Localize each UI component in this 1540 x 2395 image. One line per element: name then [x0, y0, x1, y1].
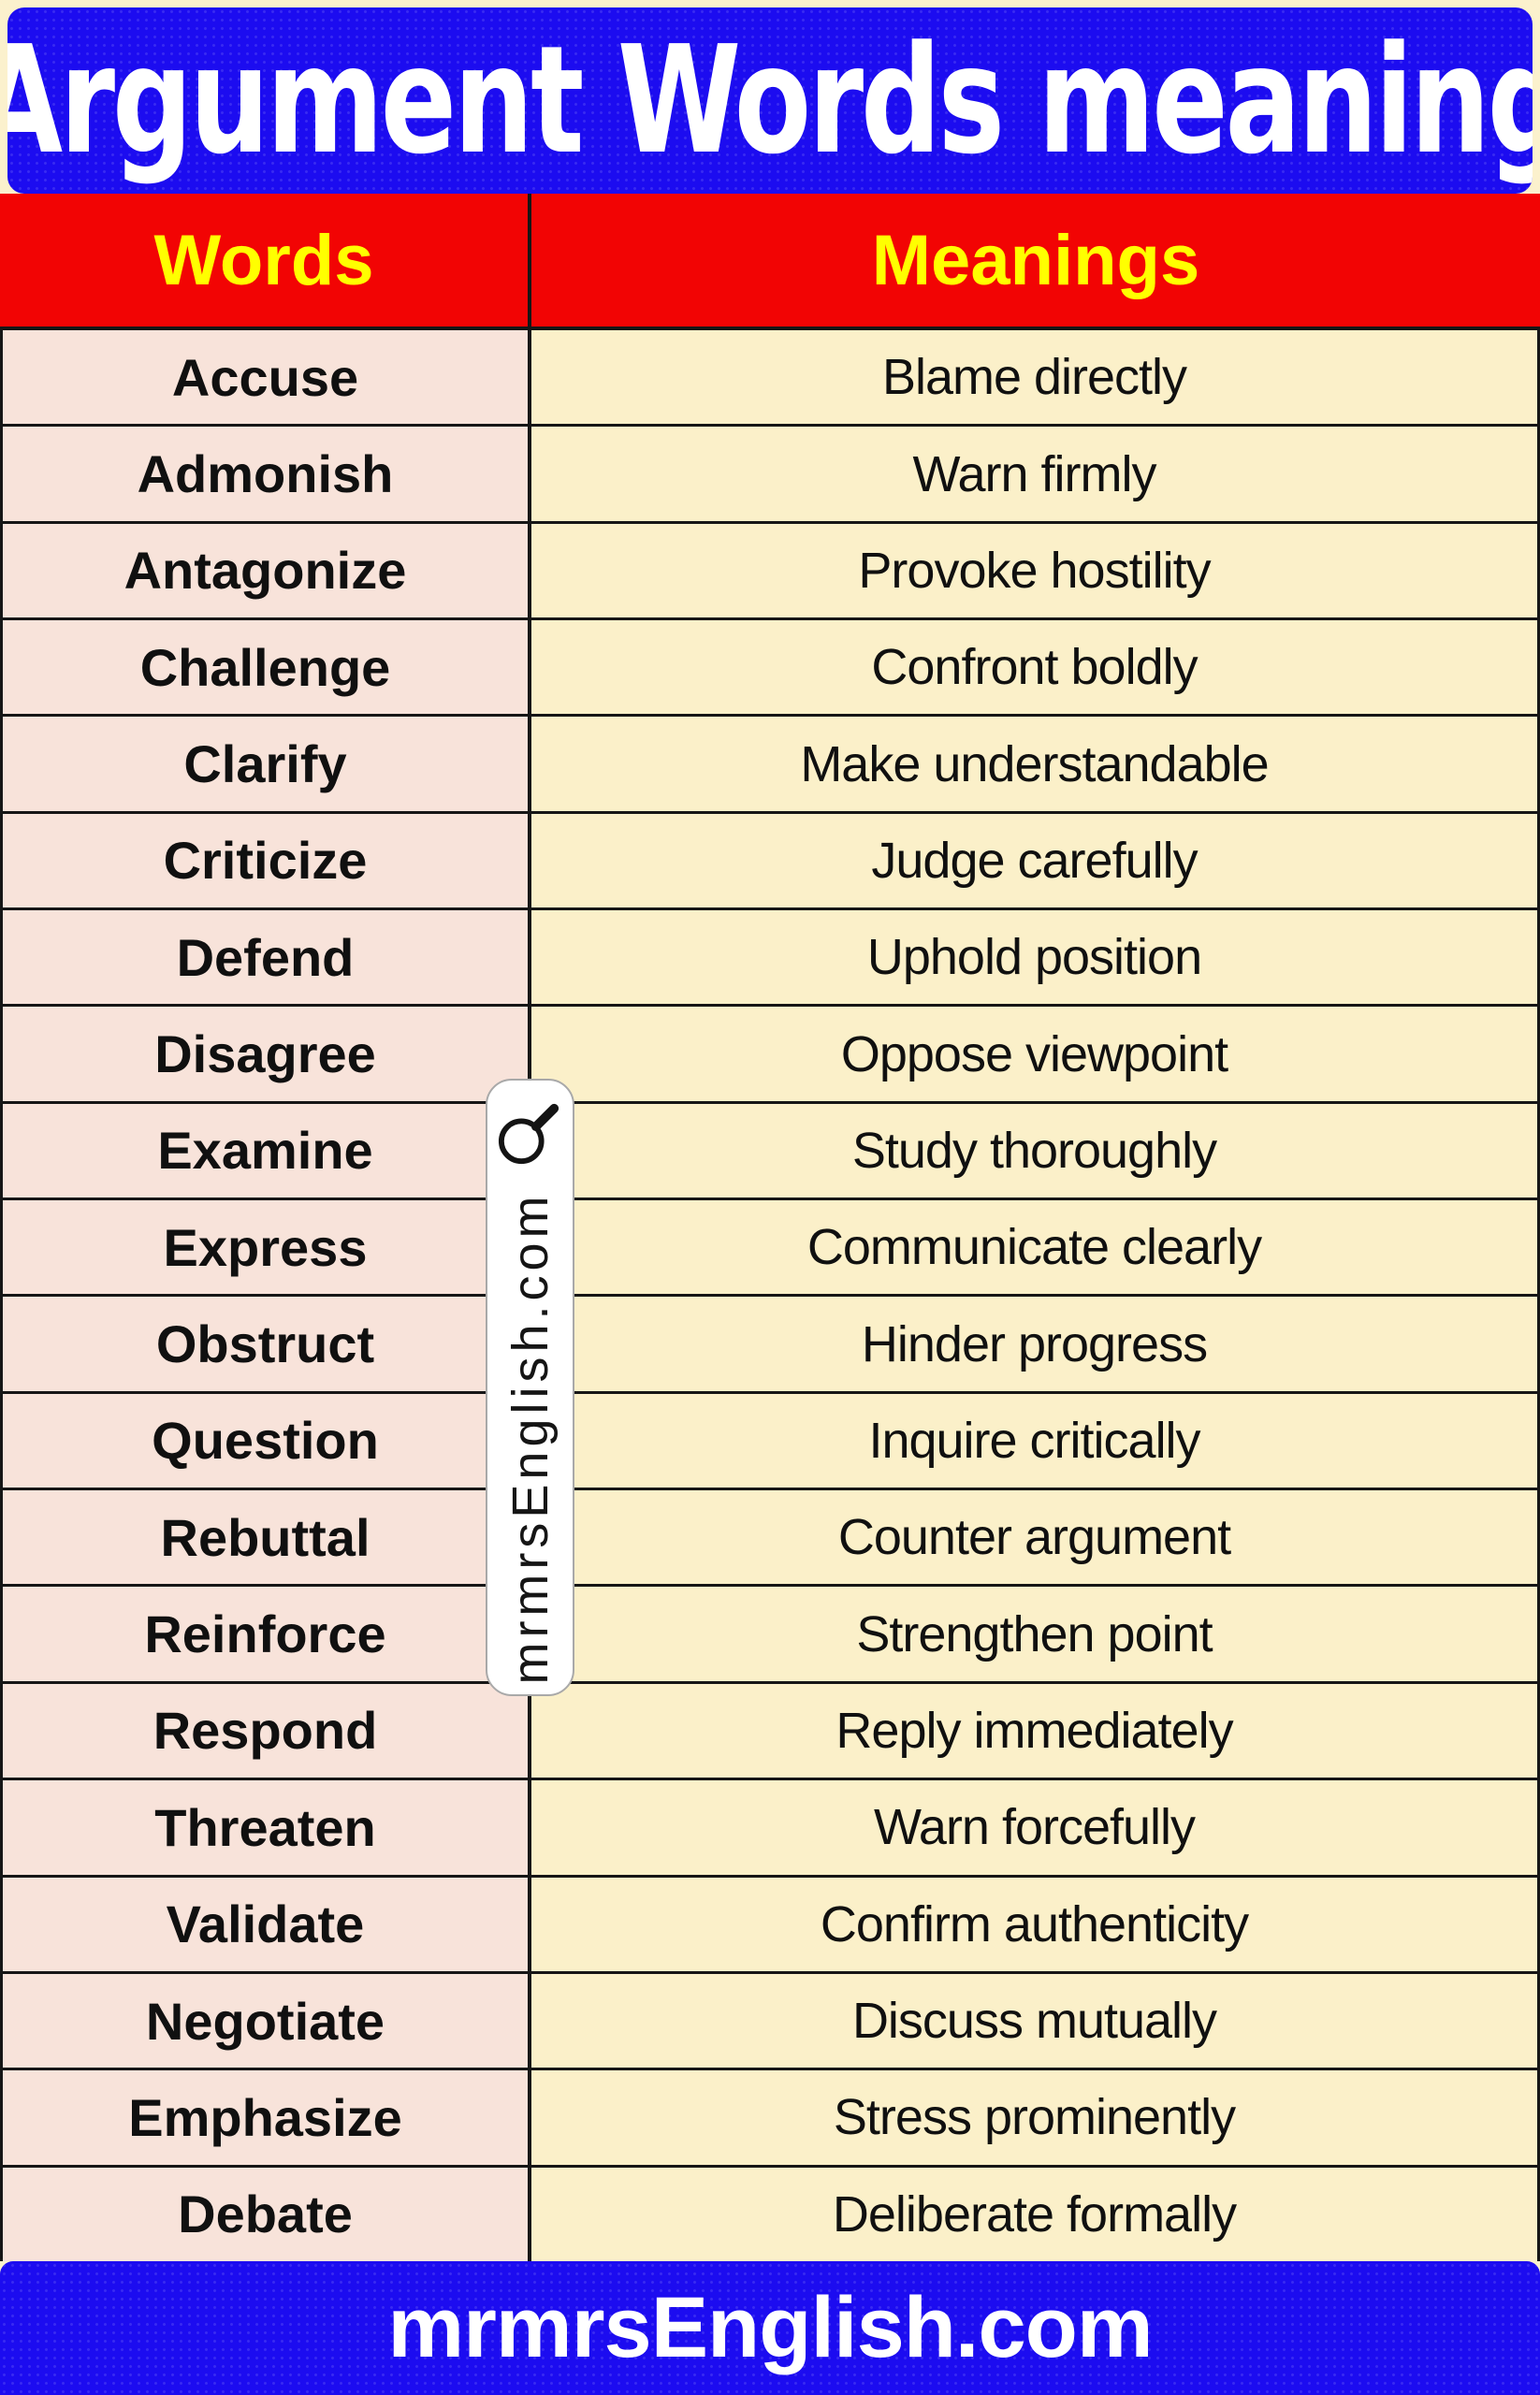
- meaning-cell: Make understandable: [531, 717, 1537, 811]
- meaning-cell: Communicate clearly: [531, 1200, 1537, 1295]
- watermark-text: mrmrsEnglish.com: [502, 1191, 559, 1685]
- table-row: Reinforce Strengthen point: [3, 1587, 1537, 1684]
- word-cell: Emphasize: [3, 2070, 531, 2165]
- word-cell: Criticize: [3, 813, 531, 908]
- meaning-cell: Counter argument: [531, 1490, 1537, 1585]
- meaning-cell: Stress prominently: [531, 2070, 1537, 2165]
- meaning-cell: Provoke hostility: [531, 523, 1537, 618]
- word-cell: Negotiate: [3, 1973, 531, 2068]
- footer-site-label: mrmrsEnglish.com: [387, 2280, 1153, 2375]
- table-row: Respond Reply immediately: [3, 1683, 1537, 1781]
- table-row: Defend Uphold position: [3, 910, 1537, 1008]
- footer-banner: mrmrsEnglish.com: [0, 2261, 1540, 2395]
- meaning-cell: Warn firmly: [531, 427, 1537, 521]
- words-column-header: Words: [0, 194, 531, 327]
- table-row: Threaten Warn forcefully: [3, 1780, 1537, 1878]
- magnifier-icon: [498, 1103, 559, 1165]
- table-header-row: Words Meanings: [0, 194, 1540, 330]
- word-cell: Validate: [3, 1877, 531, 1971]
- meaning-cell: Deliberate formally: [531, 2167, 1537, 2261]
- word-cell: Disagree: [3, 1007, 531, 1101]
- meaning-cell: Warn forcefully: [531, 1780, 1537, 1875]
- page-title: Argument Words meaning: [7, 14, 1533, 187]
- meaning-cell: Uphold position: [531, 910, 1537, 1005]
- meaning-cell: Oppose viewpoint: [531, 1007, 1537, 1101]
- table-row: Disagree Oppose viewpoint: [3, 1007, 1537, 1104]
- meaning-cell: Judge carefully: [531, 813, 1537, 908]
- meaning-cell: Inquire critically: [531, 1393, 1537, 1488]
- word-cell: Antagonize: [3, 523, 531, 618]
- table-row: Express Communicate clearly: [3, 1200, 1537, 1298]
- table-row: Negotiate Discuss mutually: [3, 1973, 1537, 2071]
- meaning-cell: Strengthen point: [531, 1587, 1537, 1681]
- watermark-badge: mrmrsEnglish.com: [486, 1079, 574, 1696]
- word-cell: Defend: [3, 910, 531, 1005]
- table-row: Rebuttal Counter argument: [3, 1490, 1537, 1588]
- meaning-cell: Reply immediately: [531, 1683, 1537, 1778]
- table-row: Examine Study thoroughly: [3, 1103, 1537, 1201]
- word-cell: Examine: [3, 1103, 531, 1198]
- meaning-cell: Confirm authenticity: [531, 1877, 1537, 1971]
- table-row: Challenge Confront boldly: [3, 620, 1537, 718]
- meaning-cell: Hinder progress: [531, 1297, 1537, 1391]
- table-row: Debate Deliberate formally: [3, 2167, 1537, 2261]
- table-row: Antagonize Provoke hostility: [3, 523, 1537, 621]
- word-cell: Respond: [3, 1683, 531, 1778]
- word-cell: Obstruct: [3, 1297, 531, 1391]
- meaning-cell: Confront boldly: [531, 620, 1537, 715]
- table-row: Clarify Make understandable: [3, 717, 1537, 814]
- meaning-cell: Discuss mutually: [531, 1973, 1537, 2068]
- table-row: Question Inquire critically: [3, 1393, 1537, 1491]
- table-row: Emphasize Stress prominently: [3, 2070, 1537, 2168]
- word-cell: Debate: [3, 2167, 531, 2261]
- word-cell: Express: [3, 1200, 531, 1295]
- title-banner: Argument Words meaning: [7, 7, 1533, 194]
- table-row: Validate Confirm authenticity: [3, 1877, 1537, 1974]
- table-row: Admonish Warn firmly: [3, 427, 1537, 524]
- word-cell: Reinforce: [3, 1587, 531, 1681]
- meaning-cell: Blame directly: [531, 330, 1537, 425]
- word-cell: Accuse: [3, 330, 531, 425]
- table-row: Accuse Blame directly: [3, 330, 1537, 428]
- meanings-column-header: Meanings: [871, 220, 1200, 300]
- word-table-body: Accuse Blame directly Admonish Warn firm…: [0, 330, 1540, 2261]
- word-cell: Clarify: [3, 717, 531, 811]
- table-row: Obstruct Hinder progress: [3, 1297, 1537, 1394]
- word-cell: Threaten: [3, 1780, 531, 1875]
- word-cell: Challenge: [3, 620, 531, 715]
- table-row: Criticize Judge carefully: [3, 813, 1537, 911]
- word-cell: Admonish: [3, 427, 531, 521]
- meaning-cell: Study thoroughly: [531, 1103, 1537, 1198]
- word-cell: Rebuttal: [3, 1490, 531, 1585]
- word-cell: Question: [3, 1393, 531, 1488]
